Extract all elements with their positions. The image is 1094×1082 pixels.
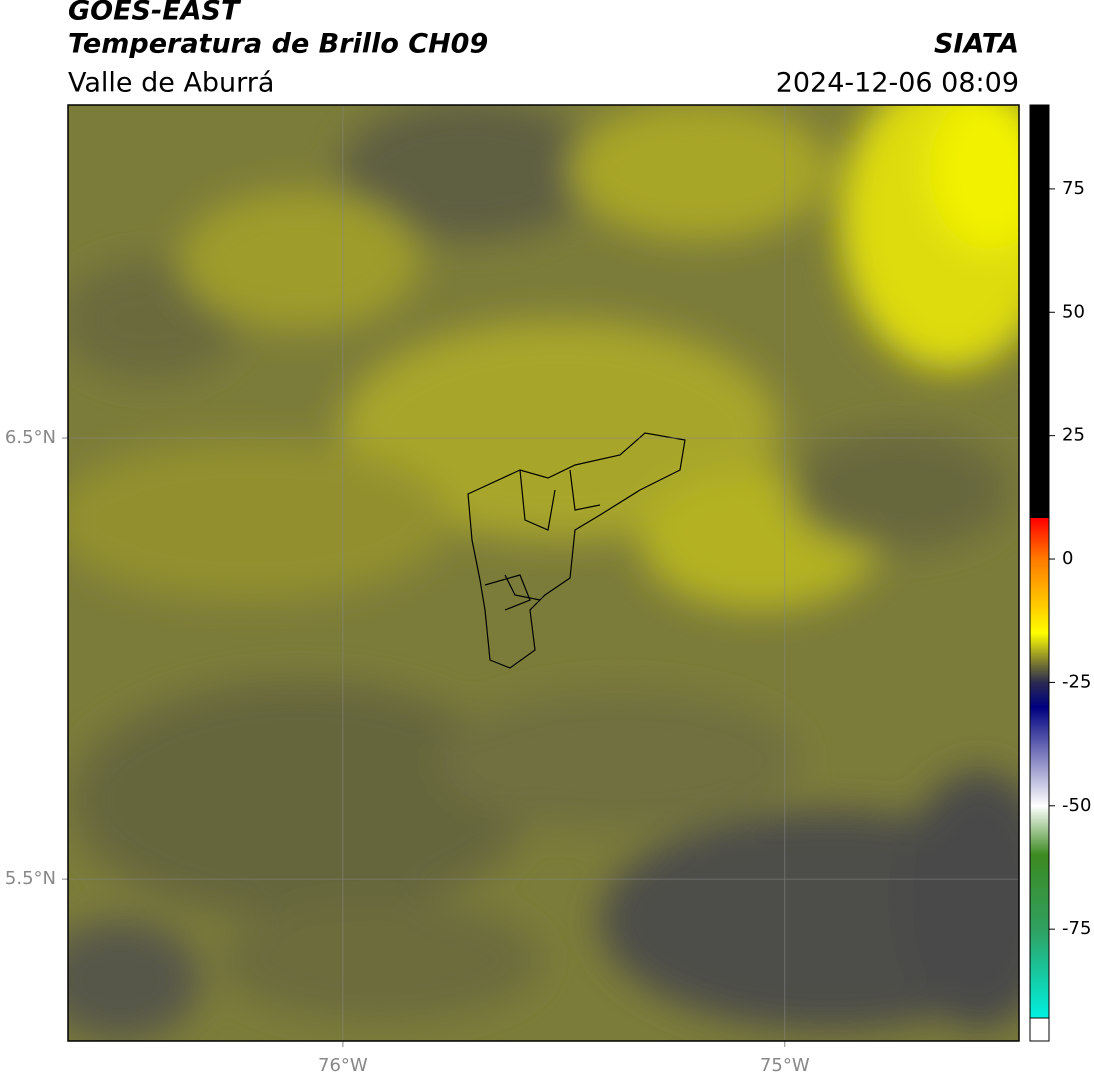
- satellite-image: [68, 105, 1019, 1041]
- x-tick-label: 76°W: [318, 1055, 368, 1076]
- colorbar-under: [1029, 1017, 1050, 1042]
- graticule: 76°W 75°W 6.5°N 5.5°N: [5, 105, 1019, 1076]
- colorbar-tick-label: 50: [1062, 301, 1085, 322]
- valley-outline: [467, 432, 686, 669]
- title: GOES-EAST: [68, 0, 242, 27]
- colorbar: [1030, 105, 1049, 1018]
- colorbar-tick-label: -25: [1062, 671, 1091, 692]
- colorbar-frame: [1029, 104, 1050, 1042]
- colorbar-tick-label: -75: [1062, 918, 1091, 939]
- subtitle: Temperatura de Brillo CH09: [68, 29, 488, 60]
- region: Valle de Aburrá: [68, 68, 274, 99]
- y-tick-label: 6.5°N: [5, 427, 56, 448]
- colorbar-tick-label: -50: [1062, 795, 1091, 816]
- source: SIATA: [934, 29, 1019, 60]
- y-tick-label: 5.5°N: [5, 868, 56, 889]
- colorbar-tick-label: 25: [1062, 425, 1085, 446]
- colorbar-tick-label: 75: [1062, 178, 1085, 199]
- map-frame: [67, 104, 1020, 1042]
- datetime: 2024-12-06 08:09: [776, 68, 1019, 99]
- x-tick-label: 75°W: [760, 1055, 810, 1076]
- colorbar-tick-label: 0: [1062, 548, 1073, 569]
